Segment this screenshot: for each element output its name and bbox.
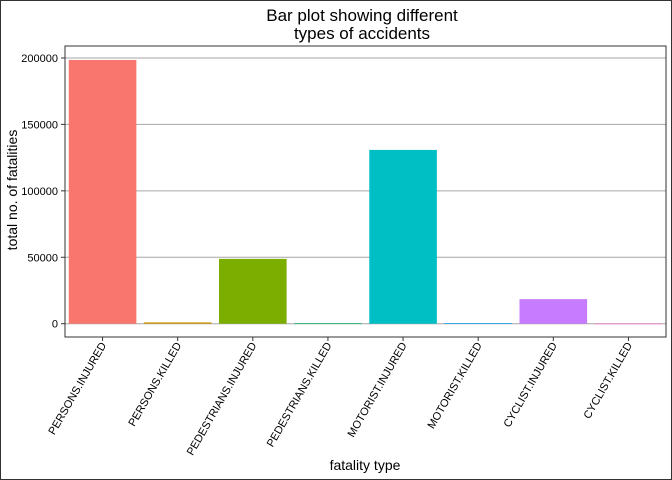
- bar: [519, 299, 588, 324]
- y-tick-label: 0: [52, 319, 58, 331]
- y-tick-label: 100000: [21, 186, 58, 198]
- y-tick-label: 200000: [21, 53, 58, 65]
- x-tick-label: PERSONS.INJURED: [47, 340, 110, 437]
- plot-area: 0 50000 100000 150000 200000 PERSONS.INJURED P…: [21, 45, 667, 458]
- x-tick-label: PERSONS.KILLED: [127, 340, 185, 428]
- plot-background: [65, 46, 666, 337]
- y-tick-label: 50000: [27, 252, 58, 264]
- bar: [219, 258, 287, 324]
- y-axis-title: total no. of fatalities: [4, 130, 20, 251]
- bar: [294, 323, 362, 324]
- x-tick-label: PEDESTRIANS.INJURED: [185, 340, 260, 457]
- bar: [68, 59, 137, 324]
- chart-title-line-2: types of accidents: [294, 24, 430, 43]
- x-tick-label: CYCLIST.KILLED: [582, 340, 636, 421]
- y-tick-label: 150000: [21, 119, 58, 131]
- x-axis-title: fatality type: [330, 457, 401, 473]
- bar: [594, 323, 663, 325]
- bar: [143, 322, 212, 324]
- x-tick-label: PEDESTRIANS.KILLED: [265, 340, 335, 449]
- x-tick-label: MOTORIST.INJURED: [346, 340, 410, 439]
- chart-title-line-1: Bar plot showing different: [266, 6, 458, 25]
- bar: [369, 149, 437, 324]
- x-tick-label: MOTORIST.KILLED: [426, 340, 485, 431]
- plot-border: [64, 45, 667, 338]
- x-tick-label: CYCLIST.INJURED: [502, 340, 560, 429]
- bar: [444, 323, 512, 324]
